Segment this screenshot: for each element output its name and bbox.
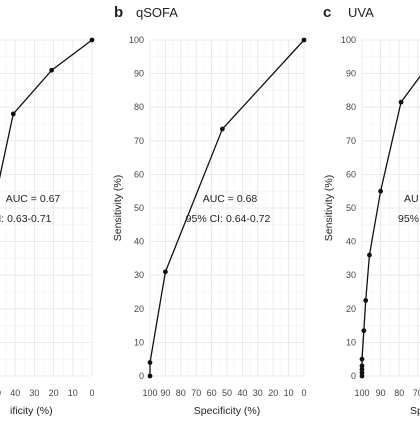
x-axis-label: Spe [410, 405, 420, 417]
roc-point [361, 328, 367, 334]
panel-title: qSOFA [136, 5, 178, 20]
y-tick-label: 60 [134, 169, 144, 179]
y-tick-label: 10 [346, 337, 356, 347]
x-tick-label: 10 [284, 388, 294, 398]
y-tick-label: 10 [134, 337, 144, 347]
x-tick-label: 50 [222, 388, 232, 398]
x-tick-label: 70 [191, 388, 201, 398]
grid-lines [361, 39, 420, 377]
roc-point [301, 37, 307, 43]
y-tick-label: 60 [346, 169, 356, 179]
x-tick-label: 20 [49, 388, 59, 398]
y-tick-label: 40 [134, 237, 144, 247]
x-tick-label: 70 [413, 388, 420, 398]
roc-curve-line [0, 39, 93, 179]
x-tick-label: 40 [10, 388, 20, 398]
grid-lines [149, 39, 305, 377]
roc-point [363, 298, 369, 303]
x-tick-label: 10 [68, 388, 78, 398]
x-tick-label: 100 [354, 388, 369, 398]
x-tick-label: 0 [301, 388, 306, 398]
roc-panel-3: c UVA 0 10 20 30 40 50 60 70 80 90 100 100 90 80 70 Spe Se… [323, 4, 420, 417]
y-tick-label: 40 [346, 237, 356, 247]
y-tick-label: 80 [346, 102, 356, 112]
roc-point [147, 373, 153, 379]
y-tick-label: 20 [134, 304, 144, 314]
roc-point [378, 188, 383, 194]
y-tick-label: 50 [346, 203, 356, 213]
y-tick-label: 70 [134, 136, 144, 146]
roc-point [147, 360, 153, 365]
y-tick-label: 50 [134, 203, 144, 213]
ci-annotation: 95% CI: 0.64-0.72 [186, 213, 271, 225]
x-tick-label: 20 [268, 388, 278, 398]
roc-point [89, 37, 95, 43]
grid-lines [0, 39, 93, 377]
roc-point [359, 363, 365, 369]
y-tick-label: 30 [134, 270, 144, 280]
roc-point [359, 356, 365, 362]
auc-annotation: AUC = 0.68 [203, 193, 258, 205]
x-tick-label: 90 [376, 388, 386, 398]
x-tick-label: 90 [160, 388, 170, 398]
x-tick-label: 30 [29, 388, 39, 398]
roc-point [163, 269, 168, 275]
y-axis-label: Sensitivity (%) [112, 175, 124, 242]
x-axis-label: Specificity (%) [194, 405, 261, 417]
x-tick-label: 0 [89, 388, 94, 398]
y-tick-label: 30 [346, 270, 356, 280]
panel-title: UVA [348, 5, 374, 20]
y-tick-label: 0 [139, 371, 144, 381]
roc-point [359, 373, 365, 379]
y-tick-label: 90 [346, 69, 356, 79]
auc-annotation: AU [404, 193, 419, 205]
x-tick-label: 80 [176, 388, 186, 398]
ci-annotation: % CI: 0.63-0.71 [0, 213, 52, 225]
roc-point [367, 252, 372, 258]
y-tick-label: 70 [346, 136, 356, 146]
auc-annotation: AUC = 0.67 [6, 193, 61, 205]
y-tick-label: 100 [341, 35, 356, 45]
y-axis-label: Sensitivity (%) [323, 175, 335, 242]
x-tick-label: 100 [142, 388, 157, 398]
panel-letter: b [114, 4, 123, 21]
y-tick-label: 80 [134, 102, 144, 112]
y-tick-label: 100 [129, 35, 144, 45]
y-tick-label: 20 [346, 304, 356, 314]
roc-point [49, 67, 55, 73]
roc-point [398, 99, 404, 105]
x-tick-label: 60 [207, 388, 217, 398]
x-tick-label: 40 [237, 388, 247, 398]
x-tick-label: 30 [253, 388, 263, 398]
y-tick-label: 0 [351, 371, 356, 381]
x-axis-label: ificity (%) [10, 405, 53, 417]
roc-point [359, 366, 365, 372]
x-tick-label: 80 [394, 388, 404, 398]
roc-point [219, 126, 225, 132]
ci-annotation: 95% [398, 213, 419, 225]
roc-point [359, 370, 365, 376]
roc-point [10, 111, 16, 117]
y-tick-label: 90 [134, 69, 144, 79]
roc-panel-1: 50 40 30 20 10 0 ificity (%) AUC = 0.67 % CI: 0.… [0, 37, 95, 417]
panel-letter: c [323, 4, 331, 21]
x-tick-label: 50 [0, 388, 1, 398]
